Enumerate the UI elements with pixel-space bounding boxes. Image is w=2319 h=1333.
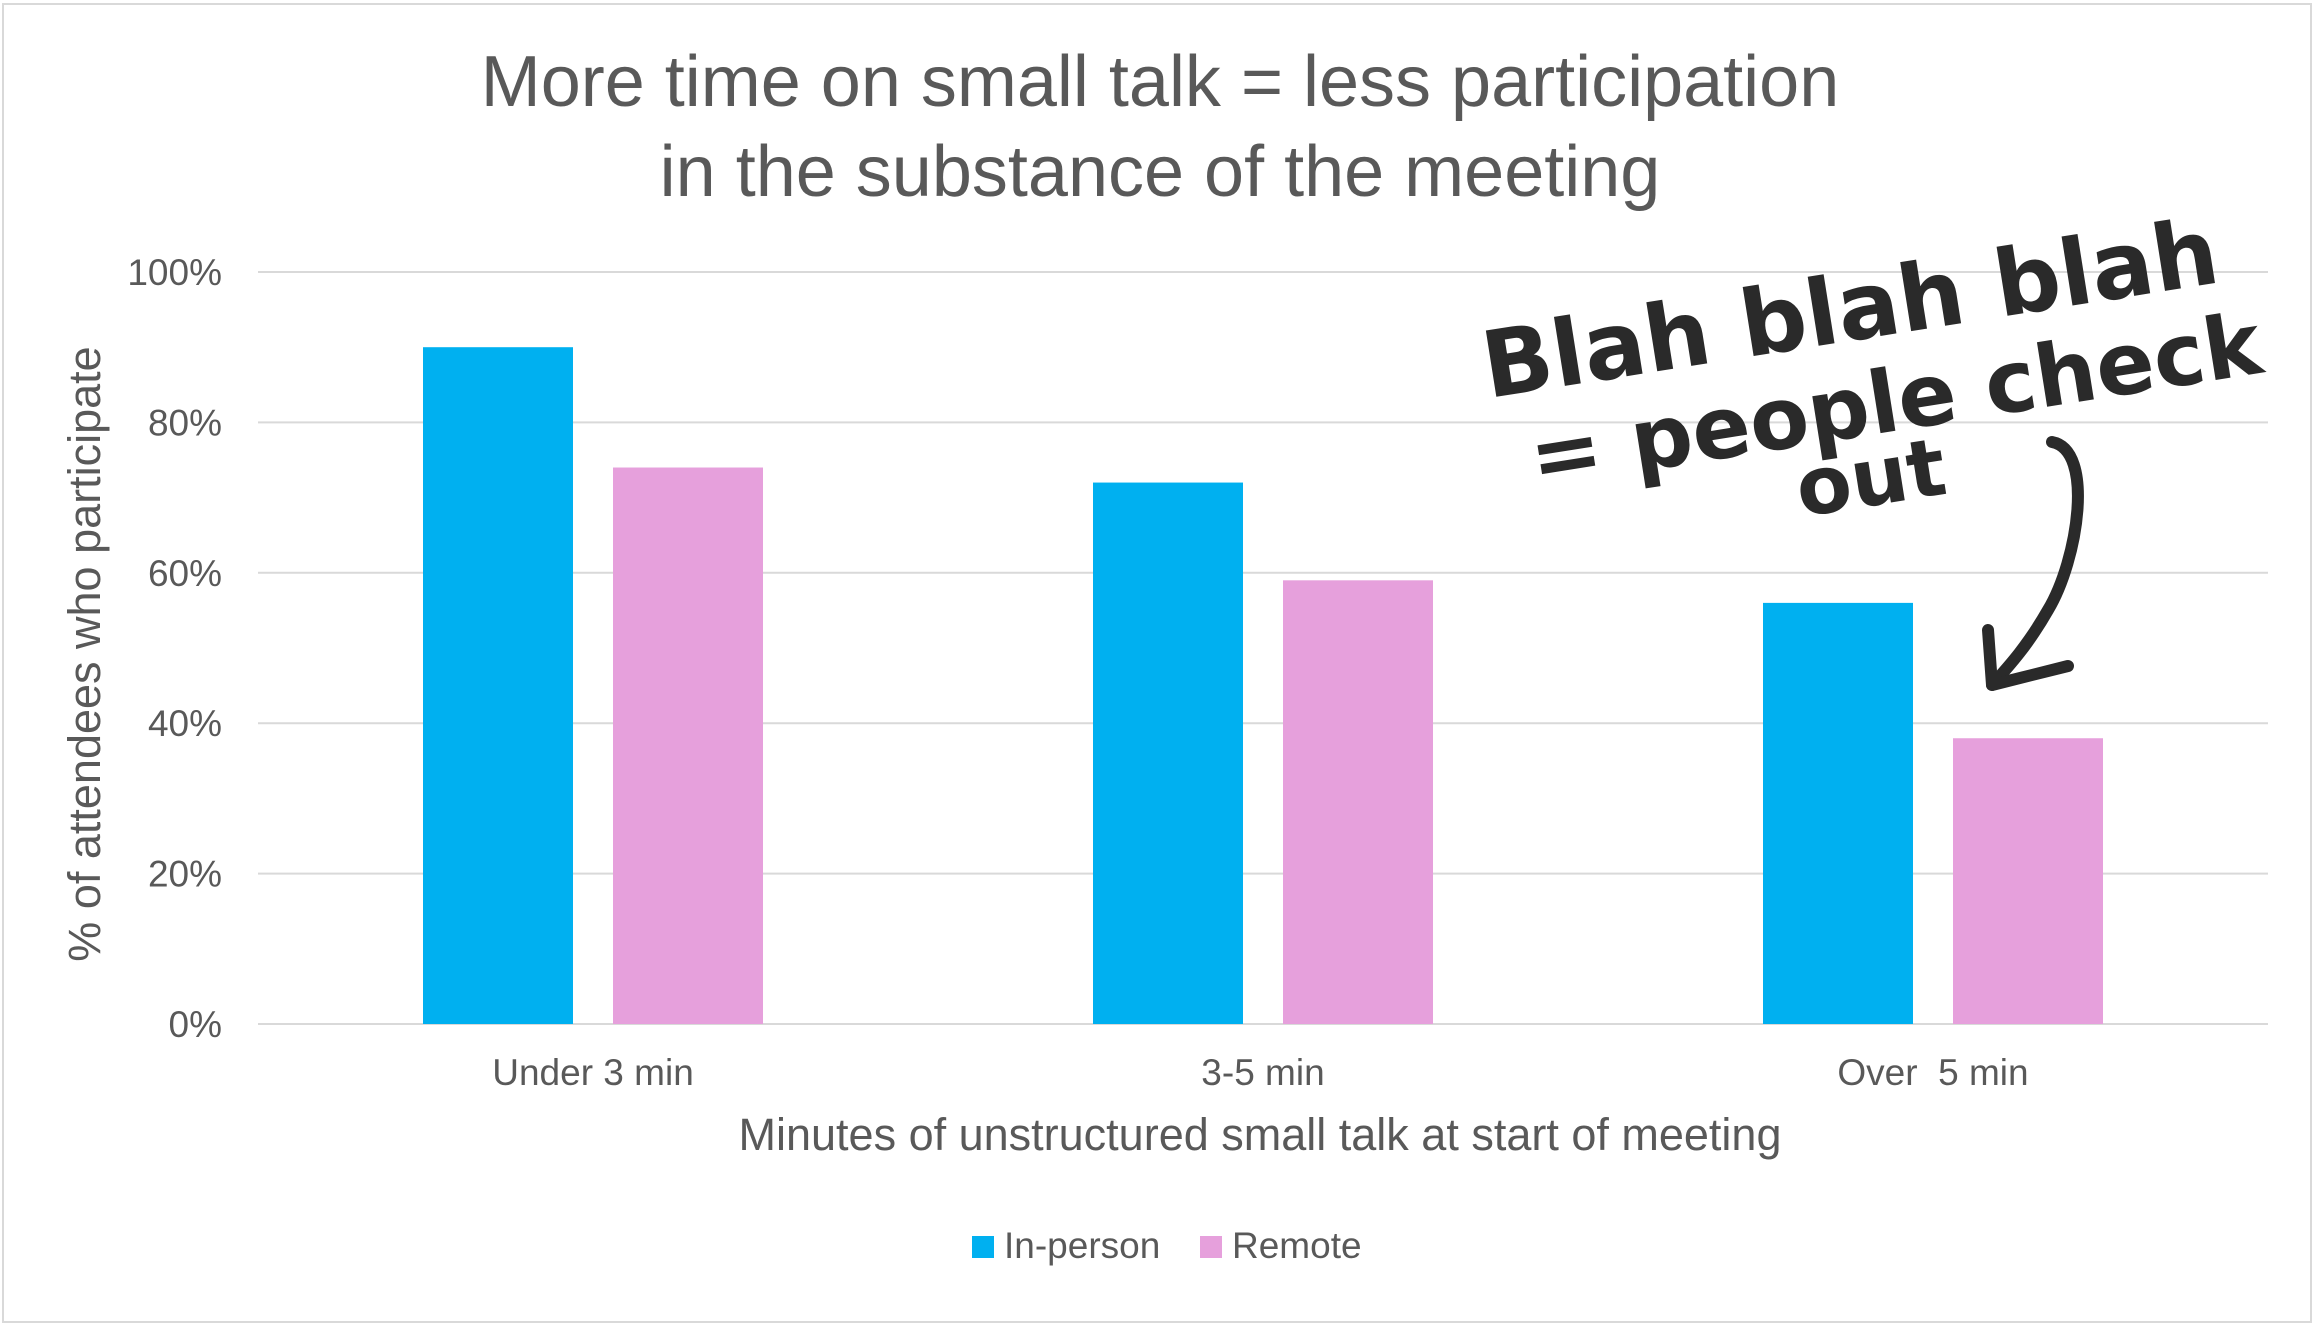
legend-swatch: [972, 1236, 994, 1258]
x-tick-label: 3-5 min: [1201, 1052, 1324, 1093]
y-tick-label: 60%: [148, 553, 222, 594]
y-tick-label: 0%: [169, 1004, 222, 1045]
legend: In-person Remote: [972, 1225, 1362, 1266]
bar-remote-3: [1953, 738, 2103, 1024]
bar-remote-2: [1283, 580, 1433, 1024]
gridlines: [258, 271, 2268, 1025]
x-axis-ticks: Under 3 min 3-5 min Over 5 min: [492, 1052, 2028, 1093]
bars: [423, 347, 2103, 1024]
bar-remote-1: [613, 467, 763, 1024]
annotation-line-3: out: [1789, 420, 1952, 535]
y-tick-label: 20%: [148, 854, 222, 895]
bar-in-person-2: [1093, 482, 1243, 1024]
x-tick-label: Over 5 min: [1837, 1052, 2028, 1093]
annotation-arrow-head: [1982, 624, 2074, 691]
x-axis-title: Minutes of unstructured small talk at st…: [739, 1109, 1782, 1160]
legend-label: Remote: [1232, 1225, 1362, 1266]
y-tick-label: 80%: [148, 402, 222, 443]
y-tick-label: 40%: [148, 703, 222, 744]
legend-swatch: [1200, 1236, 1222, 1258]
legend-label: In-person: [1004, 1225, 1160, 1266]
y-axis-ticks: 0% 20% 40% 60% 80% 100%: [127, 252, 222, 1045]
annotation-arrow-shaft: [1986, 436, 2084, 691]
y-tick-label: 100%: [127, 252, 222, 293]
chart-title-line-2: in the substance of the meeting: [660, 132, 1661, 212]
chart-title-line-1: More time on small talk = less participa…: [481, 42, 1840, 122]
chart-title: More time on small talk = less participa…: [481, 42, 1840, 212]
bar-in-person-1: [423, 347, 573, 1024]
bar-in-person-3: [1763, 602, 1913, 1024]
y-axis-title: % of attendees who participate: [59, 346, 110, 961]
x-tick-label: Under 3 min: [492, 1052, 694, 1093]
